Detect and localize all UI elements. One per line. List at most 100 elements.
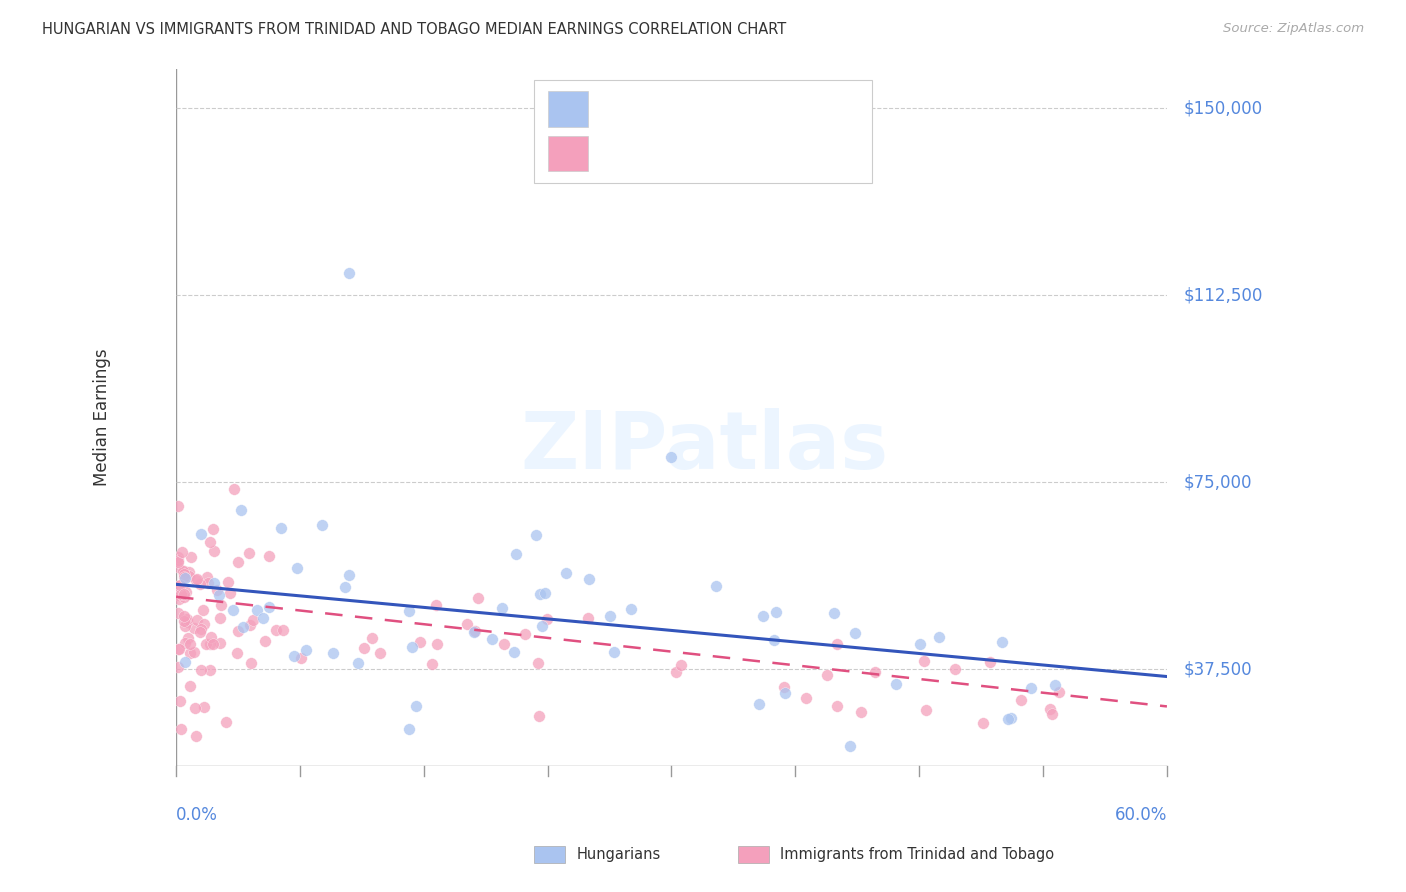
Point [166,559,188,574]
Point [232,620,254,634]
Point [239,656,262,670]
Point [166,553,188,567]
Point [912,654,935,668]
Point [176,631,198,645]
Text: $150,000: $150,000 [1184,99,1263,118]
Point [762,632,785,647]
Text: $112,500: $112,500 [1184,286,1263,304]
Point [1039,702,1062,716]
Point [197,575,219,590]
Point [337,567,360,582]
Point [222,603,245,617]
Point [174,656,197,670]
Point [183,621,205,635]
Point [198,637,221,651]
Point [198,535,221,549]
Point [184,573,207,587]
Point [259,600,281,615]
Point [333,580,356,594]
Text: 60.0%: 60.0% [1115,806,1167,824]
Point [823,606,845,620]
Text: N =: N = [727,100,763,118]
Text: Source: ZipAtlas.com: Source: ZipAtlas.com [1223,22,1364,36]
Point [226,555,249,569]
Point [827,637,849,651]
Point [661,450,683,465]
Point [238,546,260,560]
Point [173,570,195,584]
Point [426,636,449,650]
Point [529,709,551,723]
Point [863,665,886,680]
Point [190,622,212,636]
Point [172,564,194,578]
Text: Immigrants from Trinidad and Tobago: Immigrants from Trinidad and Tobago [780,847,1054,862]
Point [176,612,198,626]
Point [169,694,191,708]
Point [167,579,190,593]
Text: N =: N = [727,145,763,162]
Point [174,584,197,599]
Point [188,577,211,591]
Text: Median Earnings: Median Earnings [93,349,111,486]
Point [184,701,207,715]
Point [464,624,486,638]
Point [193,700,215,714]
Point [209,598,232,612]
Point [794,690,817,705]
Point [290,650,312,665]
Point [398,723,420,737]
Point [467,591,489,605]
Point [266,623,288,637]
Point [669,657,692,672]
Point [576,611,599,625]
Point [184,729,207,743]
Point [200,631,222,645]
Point [815,668,838,682]
Text: R =: R = [600,100,637,118]
Point [195,570,218,584]
Point [425,599,447,613]
Point [531,619,554,633]
Point [1000,711,1022,725]
Point [665,665,688,679]
Point [226,646,249,660]
Point [173,567,195,582]
Point [193,617,215,632]
Point [169,577,191,591]
Point [166,641,188,656]
Point [492,637,515,651]
Point [463,624,485,639]
Point [253,634,276,648]
Point [169,642,191,657]
Point [603,645,626,659]
Point [1040,707,1063,722]
Point [990,634,1012,648]
Point [173,587,195,601]
Point [167,555,190,569]
Point [322,646,344,660]
Point [578,572,600,586]
Point [529,587,551,601]
Point [270,521,292,535]
Point [979,656,1001,670]
Point [748,697,770,711]
Point [505,547,527,561]
Point [173,635,195,649]
Point [599,609,621,624]
Point [849,705,872,719]
Point [173,591,195,605]
Point [704,578,727,592]
Point [242,614,264,628]
Point [398,604,420,618]
Point [170,722,193,736]
Point [179,679,201,693]
Point [202,522,225,536]
Point [208,588,231,602]
Text: $75,000: $75,000 [1184,473,1251,491]
Point [554,566,576,581]
Point [311,518,333,533]
Point [295,642,318,657]
Point [239,618,262,632]
Point [205,583,228,598]
